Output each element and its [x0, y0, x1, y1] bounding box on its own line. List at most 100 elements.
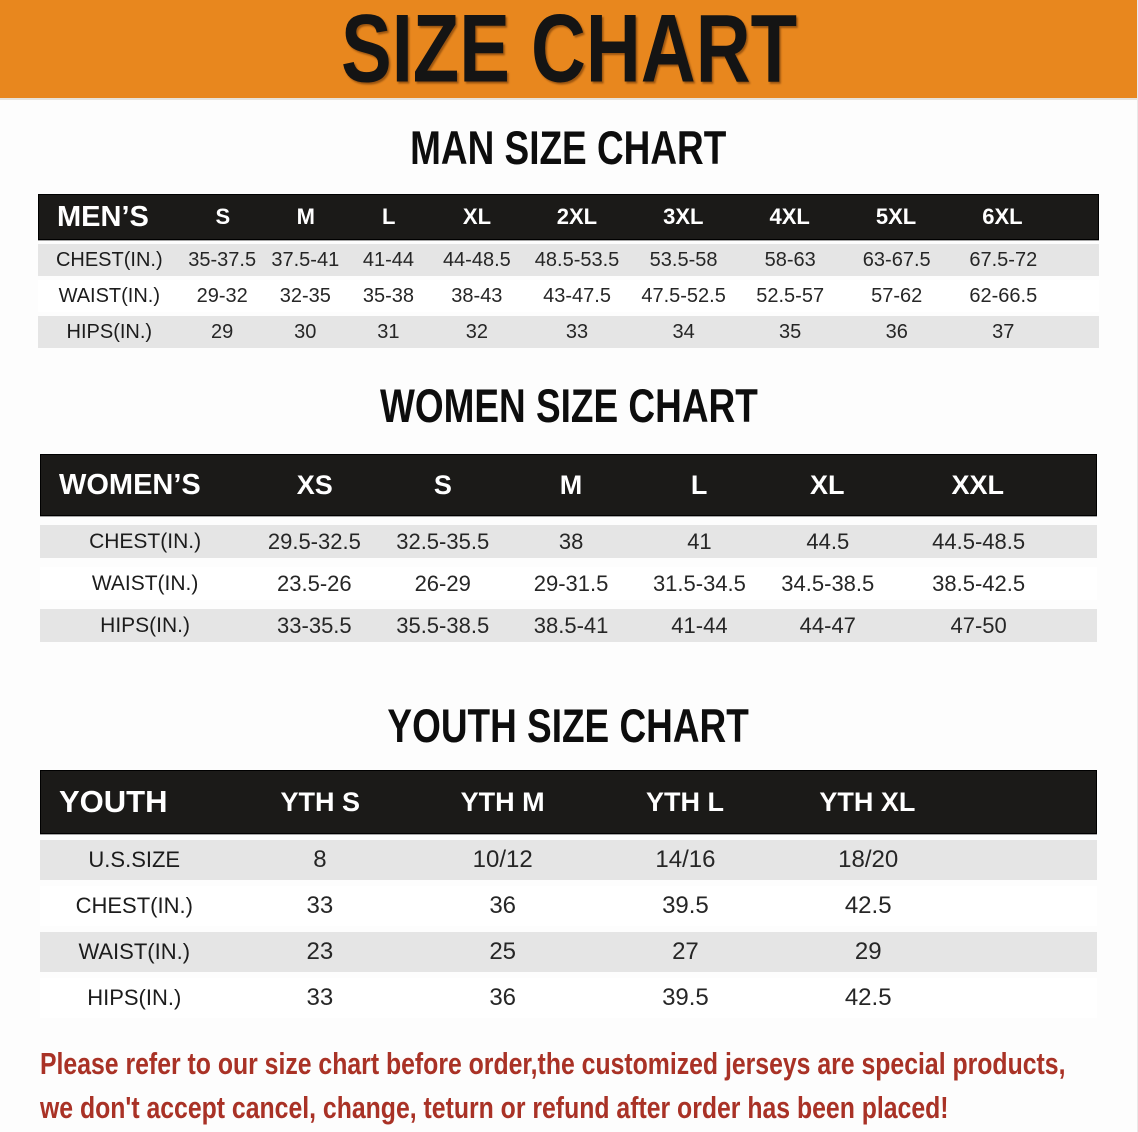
size-value-cell: 31.5-34.5: [652, 570, 746, 596]
size-value-cell: 42.5: [844, 984, 892, 1011]
size-column-header: M: [559, 469, 583, 500]
size-value-cell: 33: [306, 984, 334, 1011]
table-row: WAIST(IN.) 29-32 32-35 35-38 38-43 43-47.5 47.…: [38, 280, 1099, 312]
row-label: CHEST(IN.): [55, 248, 163, 271]
size-value-cell: 38.5-41: [533, 612, 609, 638]
size-value-cell: 34: [672, 320, 695, 343]
banner: SIZE CHART: [0, 0, 1137, 100]
table-row: WAIST(IN.) 23 25 27 29: [40, 932, 1097, 972]
size-value-cell: 48.5-53.5: [534, 248, 620, 271]
size-value-cell: 29-31.5: [533, 570, 609, 596]
men-section-heading-text: MAN SIZE CHART: [410, 122, 727, 175]
table-row: WAIST(IN.) 23.5-26 26-29 29-31.5 31.5-34.5 34…: [40, 567, 1097, 600]
size-value-cell: 32-35: [279, 284, 331, 307]
size-column-header: 6XL: [982, 204, 1023, 229]
size-value-cell: 44-47: [799, 612, 856, 638]
men-size-section: MAN SIZE CHART MEN’S S M L XL 2XL 3XL 4XL 5XL 6X…: [0, 122, 1137, 348]
size-value-cell: 23: [306, 938, 334, 965]
size-column-header: S: [215, 204, 231, 229]
size-value-cell: 44-48.5: [442, 248, 511, 271]
size-value-cell: 29: [854, 938, 882, 965]
size-value-cell: 44.5: [806, 528, 850, 554]
size-value-cell: 36: [489, 892, 517, 919]
table-row: HIPS(IN.) 33 36 39.5 42.5: [40, 978, 1097, 1018]
size-value-cell: 31: [377, 320, 400, 343]
youth-section-heading-text: YOUTH SIZE CHART: [387, 700, 750, 753]
banner-title: SIZE CHART: [340, 0, 797, 103]
size-value-cell: 41-44: [671, 612, 728, 638]
size-value-cell: 57-62: [871, 284, 923, 307]
youth-size-section: YOUTH SIZE CHART YOUTH YTH S YTH M YTH L YT…: [0, 700, 1137, 1018]
size-value-cell: 35-37.5: [188, 248, 257, 271]
size-value-cell: 33: [565, 320, 589, 343]
size-value-cell: 37: [992, 320, 1015, 343]
women-size-table: WOMEN’S XS S M L XL XXL CHEST(IN.) 29.5-32.5 32…: [40, 454, 1097, 642]
row-label: CHEST(IN.): [89, 529, 202, 553]
youth-table-header-row: YOUTH YTH S YTH M YTH L YTH XL: [40, 770, 1097, 834]
size-value-cell: 39.5: [662, 984, 709, 1011]
row-label: CHEST(IN.): [75, 893, 193, 918]
men-section-heading: MAN SIZE CHART: [0, 122, 1137, 175]
size-value-cell: 34.5-38.5: [781, 570, 875, 596]
size-value-cell: 42.5: [844, 892, 892, 919]
size-value-cell: 67.5-72: [969, 248, 1038, 271]
size-value-cell: 29.5-32.5: [267, 528, 361, 554]
size-value-cell: 25: [489, 938, 517, 965]
size-value-cell: 29-32: [196, 284, 248, 307]
row-label: HIPS(IN.): [66, 320, 153, 343]
size-value-cell: 8: [313, 846, 327, 873]
size-value-cell: 18/20: [838, 846, 899, 873]
size-value-cell: 47-50: [950, 612, 1007, 638]
size-column-header: YTH S: [280, 786, 361, 817]
size-value-cell: 43-47.5: [543, 284, 611, 307]
size-value-cell: 32: [465, 320, 488, 343]
size-value-cell: 29: [211, 320, 234, 343]
size-value-cell: 36: [885, 320, 908, 343]
table-row: HIPS(IN.) 33-35.5 35.5-38.5 38.5-41 41-44 44-…: [40, 609, 1097, 642]
size-value-cell: 63-67.5: [862, 248, 931, 271]
size-value-cell: 26-29: [414, 570, 471, 596]
size-value-cell: 38: [558, 528, 584, 554]
size-value-cell: 30: [294, 320, 317, 343]
men-table-header-row: MEN’S S M L XL 2XL 3XL 4XL 5XL 6XL: [38, 194, 1099, 240]
youth-section-heading: YOUTH SIZE CHART: [0, 700, 1137, 753]
size-column-header: 3XL: [663, 204, 704, 229]
women-section-heading: WOMEN SIZE CHART: [0, 380, 1137, 433]
table-row: CHEST(IN.) 35-37.5 37.5-41 41-44 44-48.5 48.5…: [38, 244, 1099, 276]
table-row: CHEST(IN.) 29.5-32.5 32.5-35.5 38 41 44.5 44.5…: [40, 525, 1097, 558]
size-value-cell: 41: [687, 528, 712, 554]
size-column-header: XS: [296, 469, 333, 500]
size-value-cell: 33-35.5: [277, 612, 352, 638]
size-value-cell: 37.5-41: [271, 248, 340, 271]
size-value-cell: 36: [489, 984, 517, 1011]
women-section-heading-text: WOMEN SIZE CHART: [379, 380, 758, 433]
women-table-corner-label: WOMEN’S: [59, 468, 201, 501]
size-value-cell: 33: [306, 892, 334, 919]
size-value-cell: 58-63: [764, 248, 816, 271]
size-value-cell: 47.5-52.5: [641, 284, 726, 307]
disclaimer-line-1: Please refer to our size chart before or…: [40, 1046, 1066, 1081]
row-label: HIPS(IN.): [100, 613, 190, 637]
women-table-header-row: WOMEN’S XS S M L XL XXL: [40, 454, 1097, 516]
size-column-header: XXL: [951, 469, 1005, 500]
size-column-header: M: [296, 204, 315, 229]
size-column-header: YTH M: [460, 786, 545, 817]
row-label: WAIST(IN.): [91, 571, 199, 595]
size-value-cell: 38.5-42.5: [932, 570, 1026, 596]
size-value-cell: 14/16: [655, 846, 716, 873]
size-column-header: 2XL: [556, 204, 598, 229]
size-value-cell: 35: [779, 320, 802, 343]
table-row: U.S.SIZE 8 10/12 14/16 18/20: [40, 840, 1097, 880]
size-column-header: L: [381, 204, 396, 229]
size-value-cell: 44.5-48.5: [932, 528, 1026, 554]
size-column-header: YTH L: [646, 786, 725, 817]
size-value-cell: 38-43: [451, 284, 503, 307]
size-value-cell: 62-66.5: [969, 284, 1038, 307]
table-row: CHEST(IN.) 33 36 39.5 42.5: [40, 886, 1097, 926]
size-column-header: L: [690, 469, 708, 500]
size-value-cell: 53.5-58: [649, 248, 718, 271]
size-column-header: 5XL: [875, 204, 917, 229]
size-value-cell: 23.5-26: [277, 570, 352, 596]
women-size-section: WOMEN SIZE CHART WOMEN’S XS S M L XL XXL CHES…: [0, 380, 1137, 642]
